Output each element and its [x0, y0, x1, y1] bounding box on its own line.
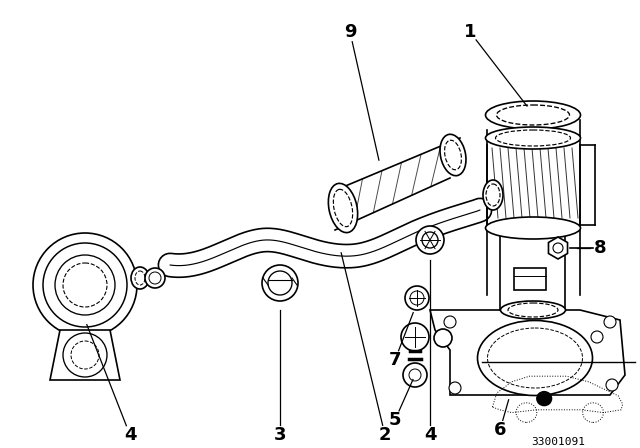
Ellipse shape	[328, 183, 358, 233]
Circle shape	[409, 369, 421, 381]
Text: 1: 1	[464, 23, 476, 41]
Text: 4: 4	[124, 426, 136, 444]
Circle shape	[262, 265, 298, 301]
Circle shape	[149, 272, 161, 284]
Circle shape	[71, 341, 99, 369]
Ellipse shape	[483, 180, 503, 210]
Text: 5: 5	[388, 411, 401, 429]
Circle shape	[63, 333, 107, 377]
Circle shape	[403, 363, 427, 387]
Text: 33001091: 33001091	[531, 437, 585, 447]
Ellipse shape	[486, 101, 580, 129]
FancyBboxPatch shape	[514, 268, 546, 290]
Text: 2: 2	[379, 426, 391, 444]
Circle shape	[43, 243, 127, 327]
Circle shape	[268, 271, 292, 295]
Circle shape	[422, 232, 438, 248]
Circle shape	[553, 243, 563, 253]
Circle shape	[410, 291, 424, 305]
Circle shape	[401, 323, 429, 351]
Text: 9: 9	[344, 23, 356, 41]
Ellipse shape	[486, 217, 580, 239]
Ellipse shape	[486, 127, 580, 149]
Circle shape	[405, 286, 429, 310]
Ellipse shape	[495, 130, 570, 146]
Circle shape	[63, 263, 107, 307]
Ellipse shape	[497, 105, 570, 125]
Ellipse shape	[131, 267, 149, 289]
Circle shape	[33, 233, 137, 337]
Text: 3: 3	[274, 426, 286, 444]
Ellipse shape	[500, 301, 566, 319]
Circle shape	[449, 382, 461, 394]
Text: 4: 4	[424, 426, 436, 444]
Text: 6: 6	[493, 421, 506, 439]
Circle shape	[537, 392, 552, 405]
Circle shape	[606, 379, 618, 391]
Polygon shape	[548, 237, 568, 259]
Ellipse shape	[508, 303, 558, 317]
Text: 8: 8	[594, 239, 606, 257]
Circle shape	[145, 268, 165, 288]
Ellipse shape	[434, 329, 452, 347]
Polygon shape	[50, 330, 120, 380]
Ellipse shape	[488, 328, 582, 388]
Circle shape	[591, 331, 603, 343]
Circle shape	[444, 316, 456, 328]
Circle shape	[604, 316, 616, 328]
Circle shape	[55, 255, 115, 315]
Ellipse shape	[135, 271, 145, 285]
Ellipse shape	[477, 320, 593, 396]
Ellipse shape	[486, 184, 500, 206]
Circle shape	[416, 226, 444, 254]
Ellipse shape	[445, 140, 461, 170]
Ellipse shape	[440, 134, 466, 176]
Polygon shape	[430, 310, 625, 395]
Ellipse shape	[333, 190, 353, 227]
Text: 7: 7	[388, 351, 401, 369]
